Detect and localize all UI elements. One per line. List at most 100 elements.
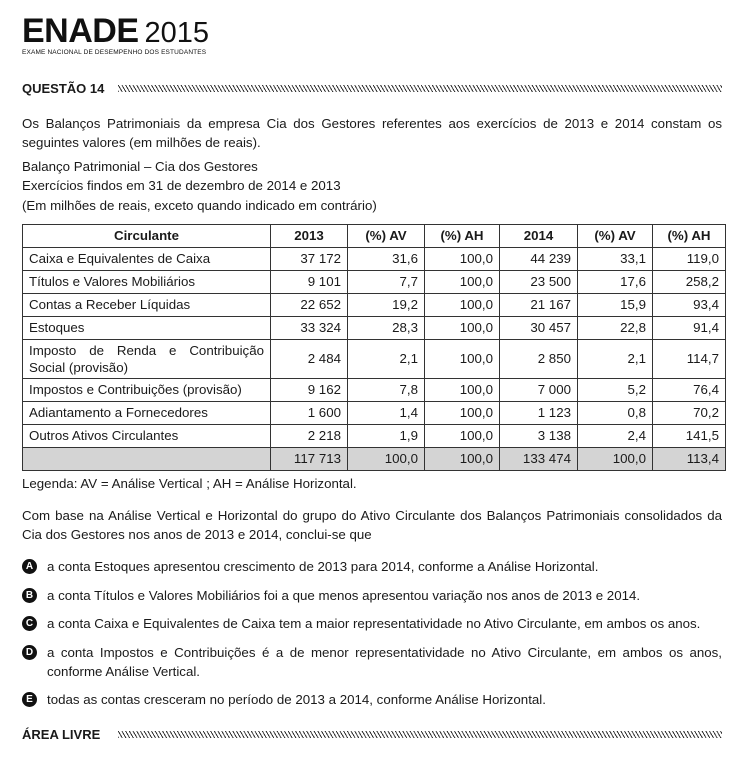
value-2014: 3 138 bbox=[499, 424, 578, 448]
question-intro: Os Balanços Patrimoniais da empresa Cia … bbox=[22, 116, 722, 150]
av-2014: 5,2 bbox=[577, 378, 653, 402]
option-d[interactable]: D a conta Impostos e Contribuições é a d… bbox=[22, 643, 722, 681]
account-name: Contas a Receber Líquidas bbox=[22, 293, 271, 317]
account-name: Imposto de Renda e Contribuição Social (… bbox=[22, 339, 271, 379]
logo-year: 2015 bbox=[144, 17, 210, 49]
table-header-row: Circulante 2013 (%) AV (%) AH 2014 (%) A… bbox=[22, 224, 726, 248]
total-2014: 133 474 bbox=[499, 447, 578, 471]
value-2013: 9 162 bbox=[270, 378, 348, 402]
table-row: Estoques 33 324 28,3 100,0 30 457 22,8 9… bbox=[22, 316, 726, 340]
logo-brand: ENADE bbox=[22, 12, 139, 50]
value-2013: 9 101 bbox=[270, 270, 348, 294]
table-row: Imposto de Renda e Contribuição Social (… bbox=[22, 339, 726, 379]
table-caption-units: (Em milhões de reais, exceto quando indi… bbox=[22, 198, 377, 213]
value-2013: 1 600 bbox=[270, 401, 348, 425]
option-text: a conta Títulos e Valores Mobiliários fo… bbox=[47, 588, 641, 603]
account-name: Outros Ativos Circulantes bbox=[22, 424, 271, 448]
av-2014: 0,8 bbox=[577, 401, 653, 425]
table-row: Impostos e Contribuições (provisão) 9 16… bbox=[22, 378, 726, 402]
table-row: Outros Ativos Circulantes 2 218 1,9 100,… bbox=[22, 424, 726, 448]
hatched-rule bbox=[118, 731, 722, 738]
av-2014: 15,9 bbox=[577, 293, 653, 317]
option-letter-badge: D bbox=[22, 645, 37, 660]
ah-2013: 100,0 bbox=[424, 378, 500, 402]
value-2014: 21 167 bbox=[499, 293, 578, 317]
exam-logo: ENADE 2015 bbox=[22, 14, 209, 48]
col-header-av-2013: (%) AV bbox=[347, 224, 425, 248]
option-letter-badge: A bbox=[22, 559, 37, 574]
col-header-circulante: Circulante bbox=[22, 224, 271, 248]
value-2014: 1 123 bbox=[499, 401, 578, 425]
value-2013: 37 172 bbox=[270, 247, 348, 271]
av-2014: 2,4 bbox=[577, 424, 653, 448]
col-header-av-2014: (%) AV bbox=[577, 224, 653, 248]
table-legend: Legenda: AV = Análise Vertical ; AH = An… bbox=[22, 476, 357, 491]
table-row: Contas a Receber Líquidas 22 652 19,2 10… bbox=[22, 293, 726, 317]
option-letter-badge: C bbox=[22, 616, 37, 631]
free-area-title: ÁREA LIVRE bbox=[22, 727, 101, 742]
question-header: QUESTÃO 14 bbox=[22, 81, 722, 97]
ah-2014: 93,4 bbox=[652, 293, 726, 317]
option-c[interactable]: C a conta Caixa e Equivalentes de Caixa … bbox=[22, 614, 722, 633]
ah-2013: 100,0 bbox=[424, 339, 500, 379]
table-row: Caixa e Equivalentes de Caixa 37 172 31,… bbox=[22, 247, 726, 271]
ah-2013: 100,0 bbox=[424, 247, 500, 271]
value-2013: 33 324 bbox=[270, 316, 348, 340]
total-av-2013: 100,0 bbox=[347, 447, 425, 471]
option-letter-badge: E bbox=[22, 692, 37, 707]
av-2013: 7,7 bbox=[347, 270, 425, 294]
value-2013: 2 484 bbox=[270, 339, 348, 379]
option-a[interactable]: A a conta Estoques apresentou cresciment… bbox=[22, 557, 722, 576]
option-text: a conta Impostos e Contribuições é a de … bbox=[47, 645, 722, 679]
value-2014: 23 500 bbox=[499, 270, 578, 294]
value-2013: 2 218 bbox=[270, 424, 348, 448]
ah-2013: 100,0 bbox=[424, 401, 500, 425]
account-name: Estoques bbox=[22, 316, 271, 340]
account-name: Títulos e Valores Mobiliários bbox=[22, 270, 271, 294]
av-2013: 31,6 bbox=[347, 247, 425, 271]
value-2014: 2 850 bbox=[499, 339, 578, 379]
av-2014: 33,1 bbox=[577, 247, 653, 271]
option-text: a conta Estoques apresentou crescimento … bbox=[47, 559, 599, 574]
option-letter-badge: B bbox=[22, 588, 37, 603]
av-2013: 28,3 bbox=[347, 316, 425, 340]
table-row: Títulos e Valores Mobiliários 9 101 7,7 … bbox=[22, 270, 726, 294]
ah-2013: 100,0 bbox=[424, 270, 500, 294]
col-header-2014: 2014 bbox=[499, 224, 578, 248]
total-2013: 117 713 bbox=[270, 447, 348, 471]
logo-subtitle: EXAME NACIONAL DE DESEMPENHO DOS ESTUDAN… bbox=[22, 49, 207, 56]
account-name: Impostos e Contribuições (provisão) bbox=[22, 378, 271, 402]
value-2014: 7 000 bbox=[499, 378, 578, 402]
question-title: QUESTÃO 14 bbox=[22, 81, 105, 96]
total-av-2014: 100,0 bbox=[577, 447, 653, 471]
option-e[interactable]: E todas as contas cresceram no período d… bbox=[22, 690, 722, 709]
ah-2013: 100,0 bbox=[424, 316, 500, 340]
ah-2014: 76,4 bbox=[652, 378, 726, 402]
ah-2013: 100,0 bbox=[424, 424, 500, 448]
option-text: a conta Caixa e Equivalentes de Caixa te… bbox=[47, 616, 701, 631]
total-ah-2013: 100,0 bbox=[424, 447, 500, 471]
av-2014: 2,1 bbox=[577, 339, 653, 379]
value-2014: 30 457 bbox=[499, 316, 578, 340]
av-2013: 7,8 bbox=[347, 378, 425, 402]
total-ah-2014: 113,4 bbox=[652, 447, 726, 471]
table-caption-title: Balanço Patrimonial – Cia dos Gestores bbox=[22, 159, 258, 174]
balance-sheet-table: Circulante 2013 (%) AV (%) AH 2014 (%) A… bbox=[22, 224, 726, 471]
option-b[interactable]: B a conta Títulos e Valores Mobiliários … bbox=[22, 586, 722, 605]
av-2014: 17,6 bbox=[577, 270, 653, 294]
free-area-header: ÁREA LIVRE bbox=[22, 727, 722, 743]
av-2013: 2,1 bbox=[347, 339, 425, 379]
exam-header: ENADE 2015 EXAME NACIONAL DE DESEMPENHO D… bbox=[22, 14, 209, 56]
hatched-rule bbox=[118, 85, 722, 92]
account-name: Adiantamento a Fornecedores bbox=[22, 401, 271, 425]
av-2013: 19,2 bbox=[347, 293, 425, 317]
av-2013: 1,4 bbox=[347, 401, 425, 425]
account-name: Caixa e Equivalentes de Caixa bbox=[22, 247, 271, 271]
av-2014: 22,8 bbox=[577, 316, 653, 340]
table-caption-period: Exercícios findos em 31 de dezembro de 2… bbox=[22, 178, 341, 193]
ah-2014: 119,0 bbox=[652, 247, 726, 271]
total-label bbox=[22, 447, 271, 471]
col-header-2013: 2013 bbox=[270, 224, 348, 248]
av-2013: 1,9 bbox=[347, 424, 425, 448]
col-header-ah-2013: (%) AH bbox=[424, 224, 500, 248]
